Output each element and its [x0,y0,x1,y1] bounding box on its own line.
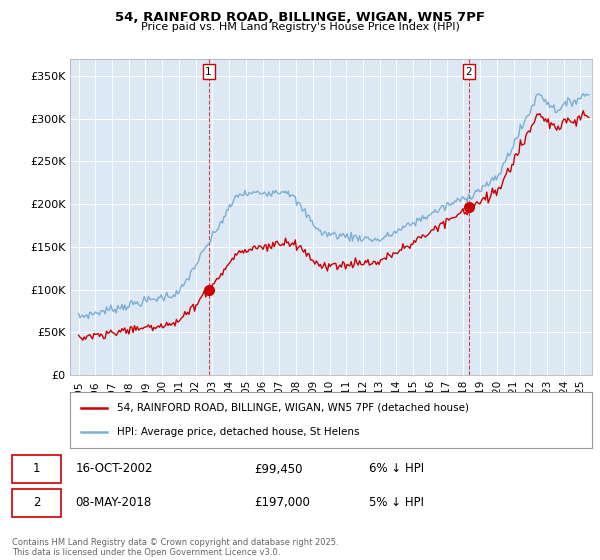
Text: 08-MAY-2018: 08-MAY-2018 [76,496,152,509]
Text: Price paid vs. HM Land Registry's House Price Index (HPI): Price paid vs. HM Land Registry's House … [140,22,460,32]
Text: Contains HM Land Registry data © Crown copyright and database right 2025.
This d: Contains HM Land Registry data © Crown c… [12,538,338,557]
Text: £197,000: £197,000 [254,496,310,509]
Text: 6% ↓ HPI: 6% ↓ HPI [369,463,424,475]
Text: 54, RAINFORD ROAD, BILLINGE, WIGAN, WN5 7PF (detached house): 54, RAINFORD ROAD, BILLINGE, WIGAN, WN5 … [117,403,469,413]
Text: 54, RAINFORD ROAD, BILLINGE, WIGAN, WN5 7PF: 54, RAINFORD ROAD, BILLINGE, WIGAN, WN5 … [115,11,485,24]
Text: 2: 2 [33,496,41,509]
Text: 1: 1 [33,463,41,475]
Text: 1: 1 [205,67,212,77]
FancyBboxPatch shape [12,455,61,483]
FancyBboxPatch shape [12,488,61,516]
Text: 16-OCT-2002: 16-OCT-2002 [76,463,153,475]
Text: 2: 2 [466,67,472,77]
Text: £99,450: £99,450 [254,463,302,475]
Text: 5% ↓ HPI: 5% ↓ HPI [369,496,424,509]
Text: HPI: Average price, detached house, St Helens: HPI: Average price, detached house, St H… [117,427,359,437]
